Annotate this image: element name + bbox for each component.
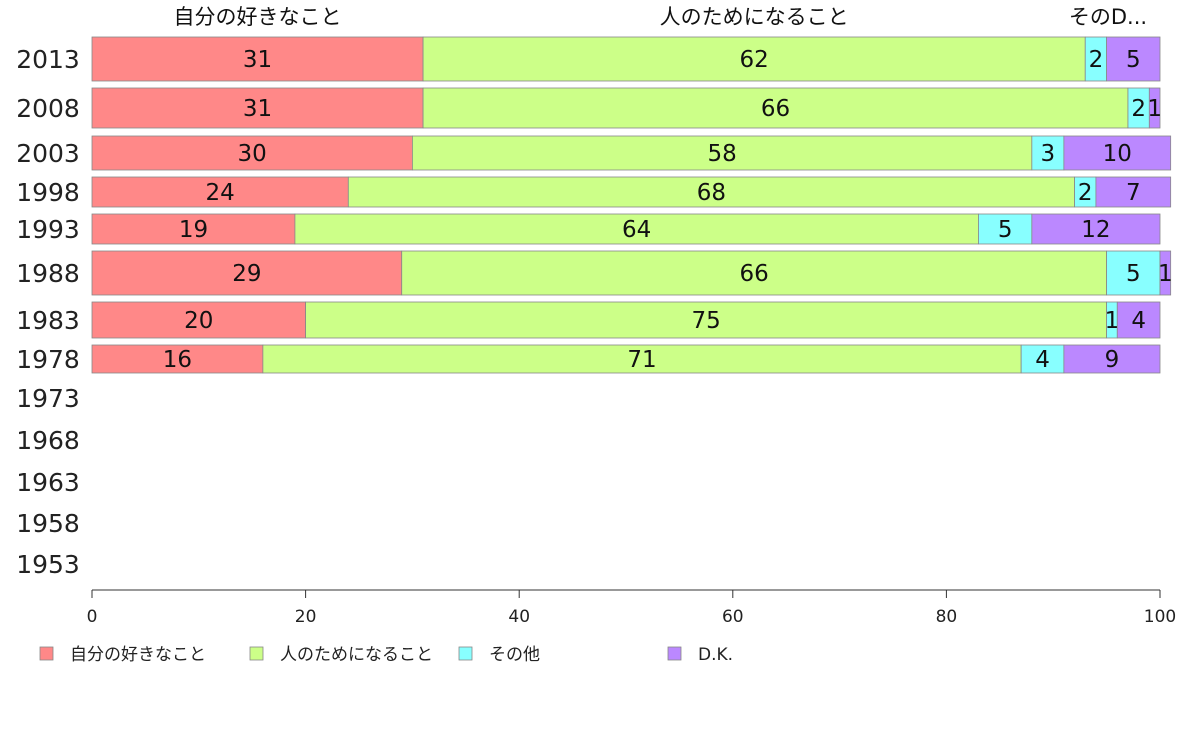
bar-value-label: 2: [1131, 96, 1146, 122]
bar-value-label: 1: [1105, 308, 1120, 334]
year-label: 1973: [16, 384, 80, 413]
bar-segment: [978, 213, 1033, 245]
bar-value-label: 1: [1158, 261, 1173, 287]
bar-segment: [91, 344, 264, 374]
bar-value-label: 66: [740, 261, 769, 287]
bar-value-label: 29: [232, 261, 261, 287]
year-label: 1953: [16, 550, 80, 579]
bar-value-label: 66: [761, 96, 790, 122]
bar-segment: [91, 135, 413, 171]
bar-segment: [1095, 176, 1172, 208]
bar-value-label: 3: [1041, 141, 1056, 167]
column-header: そのD...: [1069, 5, 1147, 29]
legend-swatch: [249, 646, 264, 661]
bar-segment: [1116, 301, 1161, 339]
bar-value-label: 1: [1147, 96, 1162, 122]
bar-value-label: 4: [1131, 308, 1146, 334]
bar-value-label: 2: [1089, 47, 1104, 73]
legend-swatch: [458, 646, 473, 661]
bar-value-label: 16: [163, 347, 192, 373]
year-label: 1963: [16, 468, 80, 497]
bar-value-label: 9: [1105, 347, 1120, 373]
bar-value-label: 64: [622, 217, 651, 243]
bar-segment: [262, 344, 1022, 374]
column-header: 人のためになること: [660, 5, 849, 29]
bar-segment: [294, 213, 979, 245]
bar-segment: [91, 213, 296, 245]
bar-value-label: 5: [1126, 47, 1141, 73]
bar-value-label: 31: [243, 47, 272, 73]
bar-segment: [1159, 250, 1172, 296]
bar-value-label: 75: [691, 308, 720, 334]
bar-value-label: 2: [1078, 180, 1093, 206]
bar-value-label: 62: [740, 47, 769, 73]
bar-value-label: 68: [697, 180, 726, 206]
bar-segment: [91, 301, 307, 339]
bar-value-label: 31: [243, 96, 272, 122]
bar-value-label: 5: [1126, 261, 1141, 287]
x-tick-label: 60: [722, 607, 744, 627]
x-tick-label: 80: [936, 607, 958, 627]
legend-swatch: [39, 646, 54, 661]
bar-segment: [91, 176, 349, 208]
bar-value-label: 5: [998, 217, 1013, 243]
bar-segment: [422, 87, 1129, 129]
year-label: 1958: [16, 509, 80, 538]
bar-value-label: 4: [1035, 347, 1050, 373]
bar-segment: [1063, 135, 1172, 171]
year-label: 1983: [16, 306, 80, 335]
bar-segment: [411, 135, 1033, 171]
year-label: 1993: [16, 215, 80, 244]
bar-value-label: 30: [238, 141, 267, 167]
bar-value-label: 71: [627, 347, 656, 373]
x-tick-label: 40: [508, 607, 530, 627]
bar-segment: [347, 176, 1075, 208]
bar-segment: [1031, 213, 1161, 245]
bar-value-label: 24: [206, 180, 235, 206]
year-label: 1968: [16, 426, 80, 455]
legend-label: その他: [489, 645, 540, 665]
bar-segment: [1031, 135, 1065, 171]
bar-segment: [91, 87, 424, 129]
x-tick-label: 0: [87, 607, 98, 627]
year-label: 1978: [16, 345, 80, 374]
year-label: 1988: [16, 259, 80, 288]
bar-segment: [401, 250, 1108, 296]
bar-value-label: 19: [179, 217, 208, 243]
year-label: 2003: [16, 139, 80, 168]
bar-segment: [1148, 87, 1161, 129]
bar-segment: [305, 301, 1108, 339]
year-label: 2013: [16, 45, 80, 74]
year-label: 2008: [16, 94, 80, 123]
bar-value-label: 20: [184, 308, 213, 334]
bar-value-label: 7: [1126, 180, 1141, 206]
x-tick-label: 100: [1144, 607, 1176, 627]
legend-label: D.K.: [698, 645, 733, 665]
legend-label: 人のためになること: [280, 645, 433, 665]
x-tick-label: 20: [295, 607, 317, 627]
bar-segment: [422, 36, 1086, 82]
bar-value-label: 10: [1103, 141, 1132, 167]
legend-swatch: [667, 646, 682, 661]
year-label: 1998: [16, 178, 80, 207]
column-header: 自分の好きなこと: [174, 5, 342, 29]
bar-value-label: 58: [707, 141, 736, 167]
bar-value-label: 12: [1081, 217, 1110, 243]
bar-segment: [1106, 250, 1161, 296]
bar-segment: [1063, 344, 1161, 374]
legend-label: 自分の好きなこと: [70, 645, 206, 665]
bar-segment: [1106, 36, 1161, 82]
bar-segment: [91, 36, 424, 82]
